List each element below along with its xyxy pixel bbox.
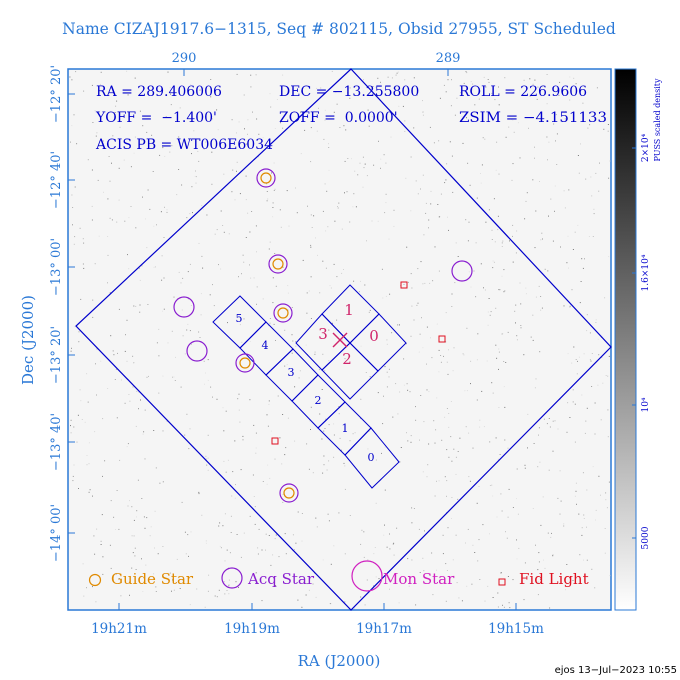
left-tick-14-00: −14° 00' — [49, 504, 64, 562]
colorbar-tick-marks — [632, 147, 636, 539]
bottom-tick-19h15m: 19h15m — [488, 621, 544, 637]
hrc-chip-label-2: 2 — [342, 350, 352, 368]
info-yoff: YOFF = −1.400' — [95, 110, 217, 126]
acis-chip-label-3: 3 — [288, 366, 295, 379]
acis-chip-label-5: 5 — [236, 312, 243, 325]
guide-acq-star — [235, 353, 255, 373]
guide-star-legend-label: Guide Star — [111, 570, 194, 588]
info-dec: DEC = −13.255800 — [279, 84, 419, 100]
info-zoff: ZOFF = 0.0000' — [279, 110, 398, 126]
colorbar-tick-5000: 5000 — [641, 526, 651, 549]
field-of-view-outline — [75, 68, 612, 611]
acis-chip-label-1: 1 — [342, 422, 349, 435]
info-acis: ACIS PB = WT006E6034 — [95, 137, 273, 153]
left-tick-13-40: −13° 40' — [49, 413, 64, 471]
hrc-chip-label-0: 0 — [369, 327, 379, 345]
acq-star-legend-label: Acq Star — [247, 570, 315, 588]
top-tick-289: 289 — [436, 51, 461, 66]
acq-star — [451, 260, 473, 282]
left-tick-marks — [68, 93, 75, 534]
fid-light — [438, 335, 446, 343]
aimpoint-cross-marker — [332, 332, 348, 348]
guide-acq-star — [279, 483, 299, 503]
bottom-tick-19h21m: 19h21m — [91, 621, 147, 637]
left-tick-13-20: −13° 20' — [49, 326, 64, 384]
acis-chip-label-4: 4 — [262, 339, 269, 352]
fid-light — [271, 437, 279, 445]
fid-light-legend-label: Fid Light — [519, 570, 589, 588]
guide-acq-star — [268, 254, 288, 274]
guide-star-legend-icon — [88, 573, 102, 587]
acq-star — [186, 340, 208, 362]
acis-chip-0 — [344, 427, 400, 489]
legend: Guide Star Acq Star Mon Star Fid Light — [88, 560, 589, 592]
colorbar-tick-2e4: 2×10⁴ — [641, 133, 651, 162]
colorbar-tick-1.6e4: 1.6×10⁴ — [641, 254, 651, 291]
hrc-chip-array — [295, 284, 407, 400]
info-ra: RA = 289.406006 — [96, 84, 222, 100]
mon-star-legend-label: Mon Star — [383, 570, 455, 588]
x-axis-label: RA (J2000) — [298, 652, 381, 670]
info-roll: ROLL = 226.9606 — [459, 84, 587, 100]
colorbar-label: PUSS scaled density — [653, 78, 662, 162]
guide-acq-star — [256, 168, 276, 188]
mon-star-legend-icon — [351, 560, 383, 592]
acq-star — [173, 296, 195, 318]
left-tick-13-00: −13° 00' — [49, 238, 64, 296]
bottom-tick-19h19m: 19h19m — [224, 621, 280, 637]
chart-title: Name CIZAJ1917.6−1315, Seq # 802115, Obs… — [62, 20, 616, 38]
hrc-chip-label-1: 1 — [344, 301, 354, 319]
bottom-tick-marks — [118, 603, 517, 610]
fid-lights — [271, 281, 446, 445]
acis-chip-label-0: 0 — [368, 451, 375, 464]
left-tick-12-40: −12° 40' — [49, 151, 64, 209]
hrc-chip-label-3: 3 — [318, 325, 328, 343]
info-zsim: ZSIM = −4.151133 — [459, 110, 607, 126]
acis-chip-array — [212, 295, 400, 489]
star-markers — [173, 168, 473, 503]
colorbar-tick-1e4: 10⁴ — [641, 397, 651, 412]
colorbar — [614, 68, 637, 611]
top-tick-290: 290 — [172, 51, 197, 66]
background-noise — [69, 70, 611, 609]
left-tick-12-20: −12° 20' — [49, 65, 64, 123]
fid-light — [400, 281, 408, 289]
y-axis-label: Dec (J2000) — [19, 295, 37, 385]
footer-timestamp: ejos 13−Jul−2023 10:55 — [555, 665, 677, 676]
bottom-tick-19h17m: 19h17m — [356, 621, 412, 637]
acis-chip-label-2: 2 — [315, 394, 322, 407]
fid-light-legend-icon — [498, 578, 506, 586]
acq-star-legend-icon — [221, 567, 243, 589]
guide-acq-star — [273, 303, 293, 323]
